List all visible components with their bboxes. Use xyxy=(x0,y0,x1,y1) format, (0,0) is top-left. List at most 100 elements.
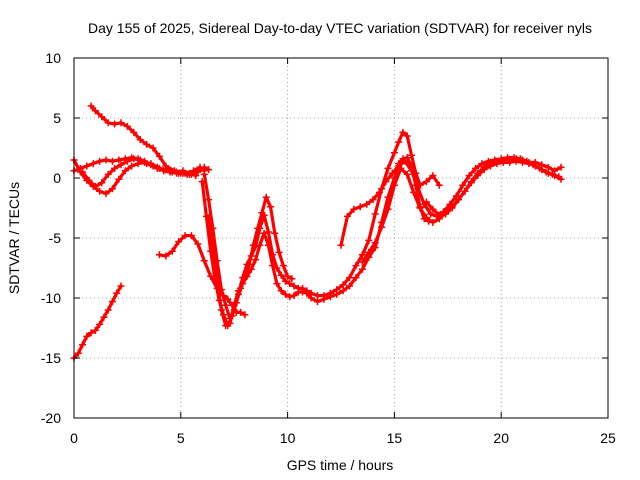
data-point xyxy=(472,164,480,172)
data-point xyxy=(91,182,99,190)
data-point xyxy=(538,161,546,169)
data-point xyxy=(452,192,460,200)
axis-ticks: 0 5 10 15 20 25 -20 -15 -10 -5 0 5 10 xyxy=(41,50,616,446)
data-point xyxy=(245,260,253,268)
data-point xyxy=(480,163,488,171)
data-point xyxy=(414,184,422,192)
x-tick-label: 15 xyxy=(387,430,403,446)
data-point xyxy=(422,178,430,186)
data-point xyxy=(286,280,294,288)
data-point xyxy=(519,156,527,164)
data-point xyxy=(220,311,228,319)
x-tick-label: 0 xyxy=(70,430,78,446)
data-point xyxy=(104,306,112,314)
data-point xyxy=(326,293,334,301)
data-point xyxy=(395,138,403,146)
data-point xyxy=(200,170,208,178)
data-point xyxy=(314,298,322,306)
data-point xyxy=(299,288,307,296)
y-tick-label: 5 xyxy=(53,110,61,126)
data-point xyxy=(260,229,268,237)
data-point xyxy=(390,149,398,157)
data-point xyxy=(337,241,345,249)
data-point xyxy=(155,152,163,160)
data-point xyxy=(314,292,322,300)
data-point xyxy=(252,256,260,264)
data-point xyxy=(130,155,138,163)
data-point xyxy=(123,157,131,165)
data-point xyxy=(102,190,110,198)
data-point xyxy=(290,292,298,300)
data-point xyxy=(168,247,176,255)
series-arc-9 xyxy=(200,180,294,328)
data-point xyxy=(407,167,415,175)
data-point xyxy=(258,209,266,217)
data-point xyxy=(256,241,264,249)
data-point xyxy=(211,275,219,283)
data-point xyxy=(96,320,104,328)
data-point xyxy=(365,248,373,256)
data-series xyxy=(70,102,565,362)
data-point xyxy=(79,341,87,349)
data-point xyxy=(215,296,223,304)
y-tick-label: -20 xyxy=(41,410,61,426)
data-point xyxy=(557,163,565,171)
data-point xyxy=(435,211,443,219)
data-point xyxy=(87,102,95,110)
x-tick-label: 5 xyxy=(177,430,185,446)
data-point xyxy=(198,178,206,186)
data-point xyxy=(200,257,208,265)
data-point xyxy=(241,274,249,282)
data-point xyxy=(365,236,373,244)
data-point xyxy=(187,170,195,178)
chart-title: Day 155 of 2025, Sidereal Day-to-day VTE… xyxy=(88,20,592,36)
data-point xyxy=(429,218,437,226)
data-point xyxy=(384,164,392,172)
data-point xyxy=(228,312,236,320)
data-point xyxy=(371,239,379,247)
data-point xyxy=(128,162,136,170)
data-point xyxy=(478,160,486,168)
data-point xyxy=(371,210,379,218)
data-point xyxy=(277,287,285,295)
data-point xyxy=(288,275,296,283)
data-point xyxy=(397,164,405,172)
data-point xyxy=(162,252,170,260)
data-point xyxy=(375,188,383,196)
data-point xyxy=(551,167,559,175)
data-point xyxy=(143,140,151,148)
data-point xyxy=(143,160,151,168)
data-point xyxy=(363,200,371,208)
data-point xyxy=(102,156,110,164)
data-point xyxy=(111,164,119,172)
data-point xyxy=(459,181,467,189)
data-point xyxy=(339,281,347,289)
data-point xyxy=(85,176,93,184)
data-point xyxy=(286,293,294,301)
y-tick-label: 10 xyxy=(45,50,61,66)
data-point xyxy=(115,175,123,183)
data-point xyxy=(91,326,99,334)
data-point xyxy=(224,322,232,330)
data-point xyxy=(136,136,144,144)
grid xyxy=(74,58,608,418)
data-point xyxy=(427,210,435,218)
data-point xyxy=(390,181,398,189)
data-point xyxy=(271,229,279,237)
data-point xyxy=(155,164,163,172)
data-point xyxy=(194,168,202,176)
data-point xyxy=(108,157,116,165)
data-point xyxy=(117,119,125,127)
data-point xyxy=(346,274,354,282)
data-point xyxy=(205,166,213,174)
data-point xyxy=(525,158,533,166)
data-point xyxy=(429,172,437,180)
data-point xyxy=(435,181,443,189)
data-point xyxy=(487,158,495,166)
data-point xyxy=(83,332,91,340)
data-point xyxy=(74,349,82,357)
data-point xyxy=(222,301,230,309)
data-point xyxy=(104,119,112,127)
data-point xyxy=(267,203,275,211)
data-point xyxy=(155,251,163,259)
